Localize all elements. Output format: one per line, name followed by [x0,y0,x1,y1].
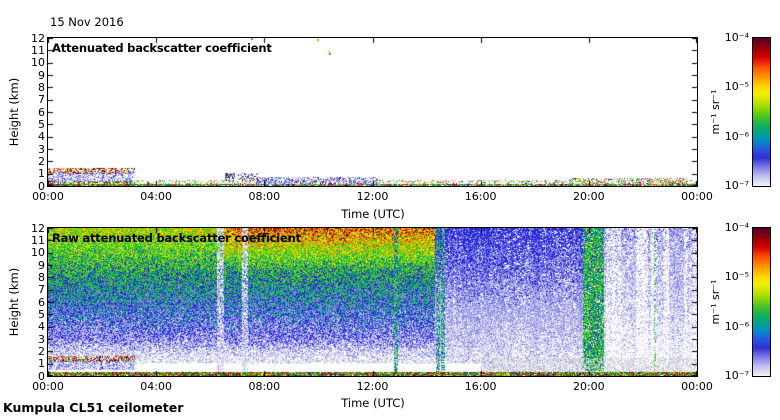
y-tick-label: 1 [38,167,45,181]
panel-attenuated-backscatter: Attenuated backscatter coefficient [47,37,698,187]
y-tick-label: 11 [31,43,45,57]
y-tick-label: 2 [38,344,45,358]
x-tick-label: 04:00 [140,190,172,203]
y-tick-label: 0 [38,369,45,383]
y-tick-label: 8 [38,80,45,94]
y-tick-label: 12 [31,31,45,45]
x-tick-label: 20:00 [572,190,605,203]
x-tick-label: 20:00 [572,380,605,393]
colorbar-top [752,37,771,187]
panel-title-attenuated: Attenuated backscatter coefficient [52,41,272,55]
x-axis-label-top: Time (UTC) [341,207,405,221]
y-tick-label: 5 [38,117,45,131]
y-tick-label: 5 [38,307,45,321]
panel-raw-backscatter: Raw attenuated backscatter coefficient [47,227,698,377]
date-label: 15 Nov 2016 [50,15,124,29]
instrument-label: Kumpula CL51 ceilometer [3,400,184,415]
colorbar-bottom [752,227,771,377]
y-tick-label: 2 [38,154,45,168]
attenuated-backscatter-heatmap [48,38,697,186]
colorbar-tick-label: 10⁻⁶ [724,319,749,333]
x-tick-label: 16:00 [464,380,497,393]
y-tick-label: 10 [31,246,45,260]
colorbar-tick-label: 10⁻⁷ [724,179,749,192]
x-tick-label: 08:00 [248,380,281,393]
colorbar-tick-label: 10⁻⁷ [724,369,749,382]
y-tick-label: 9 [38,258,45,272]
x-tick-label: 08:00 [248,190,281,203]
y-tick-label: 4 [38,130,45,144]
colorbar-tick-label: 10⁻⁴ [724,221,749,234]
raw-backscatter-heatmap [48,228,697,376]
x-tick-label: 00:00 [681,380,713,393]
y-tick-label: 12 [31,221,45,235]
colorbar-tick-label: 10⁻⁵ [724,80,749,94]
x-tick-label: 04:00 [140,380,172,393]
panel-title-raw: Raw attenuated backscatter coefficient [52,231,301,245]
colorbar-tick-label: 10⁻⁴ [724,31,749,44]
y-tick-label: 3 [38,332,45,346]
x-tick-label: 12:00 [356,190,389,203]
y-tick-label: 7 [38,93,45,107]
x-axis-label-bottom: Time (UTC) [341,396,405,410]
y-tick-label: 1 [38,357,45,371]
y-tick-label: 7 [38,283,45,297]
colorbar-tick-label: 10⁻⁶ [724,129,749,143]
y-tick-label: 11 [31,233,45,247]
colorbar-tick-label: 10⁻⁵ [724,270,749,284]
x-tick-label: 16:00 [464,190,497,203]
y-tick-label: 8 [38,270,45,284]
y-tick-label: 0 [38,179,45,193]
y-tick-label: 6 [38,295,45,309]
x-tick-label: 00:00 [32,190,64,203]
y-tick-label: 10 [31,56,45,70]
x-tick-label: 12:00 [356,380,389,393]
y-tick-label: 3 [38,142,45,156]
y-tick-label: 9 [38,68,45,82]
y-tick-label: 4 [38,320,45,334]
x-tick-label: 00:00 [681,190,713,203]
x-tick-label: 00:00 [32,380,64,393]
y-tick-label: 6 [38,105,45,119]
